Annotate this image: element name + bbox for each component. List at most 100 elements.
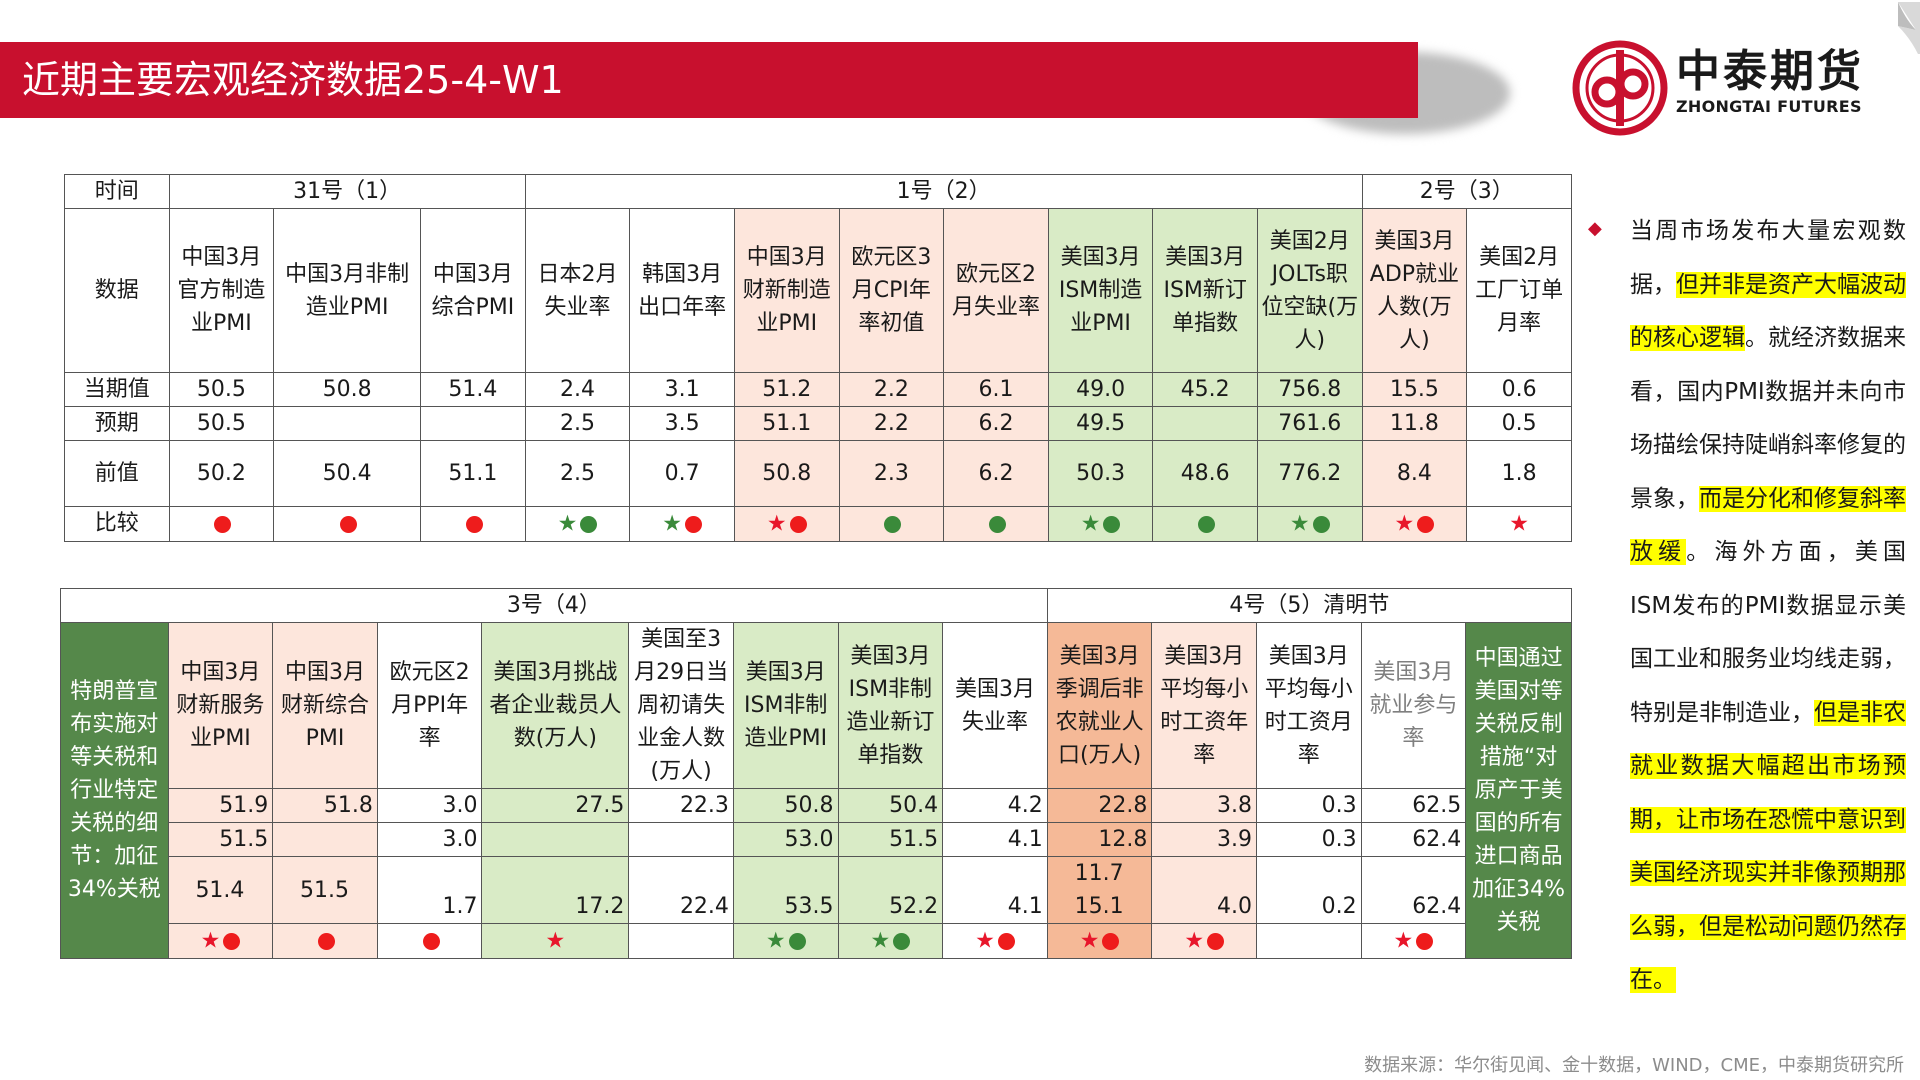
- red-star-icon: ★: [1509, 511, 1529, 537]
- current-value: 3.8: [1151, 788, 1257, 823]
- title-banner: [0, 42, 1418, 118]
- previous-value-row: 51.4 51.5 1.7 17.2 22.4 53.5 52.2 4.1 11…: [61, 856, 1572, 924]
- indicator-name: 美国3月ISM非制造业PMI: [732, 622, 839, 789]
- current-value: 49.0: [1047, 372, 1154, 407]
- indicator-name-row: 数据 中国3月官方制造业PMI 中国3月非制造业PMI 中国3月综合PMI 日本…: [64, 208, 1572, 373]
- previous-value: 62.4: [1360, 856, 1467, 924]
- commentary-part: 。就经济数据来看，国内PMI数据并未向市场描绘保持陡峭斜率修复的景象，: [1630, 325, 1906, 512]
- current-value: 6.1: [943, 372, 1049, 407]
- comparison-marker: [273, 506, 422, 542]
- red-dot-icon: [997, 932, 1015, 950]
- indicator-name: 中国3月财新服务业PMI: [167, 622, 274, 789]
- macro-data-table-2: 3号（4） 4号（5）清明节 特朗普宣布实施对等关税和行业特定关税的细节：加征3…: [60, 588, 1573, 959]
- previous-value-stack: 11.7 15.1: [1046, 856, 1153, 924]
- group-header: 31号（1）: [168, 174, 526, 209]
- indicator-name: 欧元区3月CPI年率初值: [838, 208, 945, 373]
- indicator-name: 韩国3月出口年率: [629, 208, 735, 373]
- red-dot-icon: [318, 932, 336, 950]
- red-dot-icon: [1207, 932, 1225, 950]
- comparison-marker: ★: [167, 923, 274, 959]
- previous-value: 1.8: [1466, 440, 1572, 507]
- expected-value: 53.0: [732, 822, 839, 857]
- comparison-marker: [168, 506, 275, 542]
- previous-value: 51.4: [167, 856, 274, 924]
- current-value: 0.3: [1256, 788, 1362, 823]
- comparison-marker: ★: [1361, 506, 1468, 542]
- current-value-row: 当期值 50.5 50.8 51.4 2.4 3.1 51.2 2.2 6.1 …: [64, 372, 1572, 407]
- previous-value: 15.1: [1074, 894, 1124, 919]
- expected-value-row: 51.5 3.0 53.0 51.5 4.1 12.8 3.9 0.3 62.4: [61, 822, 1572, 857]
- current-value: 51.2: [733, 372, 840, 407]
- group-header: 1号（2）: [524, 174, 1363, 209]
- green-dot-icon: [988, 515, 1006, 533]
- indicator-name: 美国3月平均每小时工资月率: [1256, 622, 1362, 789]
- row-label: 预期: [64, 406, 170, 441]
- indicator-name: 美国3月季调后非农就业人口(万人): [1046, 622, 1153, 789]
- previous-value-row: 前值 50.2 50.4 51.1 2.5 0.7 50.8 2.3 6.2 5…: [64, 440, 1572, 507]
- current-value: 22.8: [1046, 788, 1153, 823]
- comparison-row: 比较 ★ ★ ★ ★ ★ ★ ★: [64, 506, 1572, 542]
- group-header: 4号（5）清明节: [1046, 588, 1573, 623]
- expected-value: 51.1: [733, 406, 840, 441]
- china-countermeasure-note: 中国通过美国对等关税反制措施“对原产于美国的所有进口商品加征34%关税: [1465, 622, 1572, 959]
- red-star-icon: ★: [1394, 511, 1415, 537]
- current-value: 2.4: [524, 372, 631, 407]
- expected-value: [273, 406, 422, 441]
- current-value: 3.1: [629, 372, 735, 407]
- expected-value: 51.5: [167, 822, 274, 857]
- comparison-marker: [943, 506, 1049, 542]
- indicator-name: 中国3月财新综合PMI: [272, 622, 378, 789]
- expected-value: 6.2: [943, 406, 1049, 441]
- current-value: 4.2: [942, 788, 1048, 823]
- previous-value: 22.4: [628, 856, 734, 924]
- red-dot-icon: [789, 515, 807, 533]
- commentary-text: 当周市场发布大量宏观数据，但并非是资产大幅波动的核心逻辑。就经济数据来看，国内P…: [1630, 205, 1906, 1008]
- comparison-marker: [420, 506, 526, 542]
- previous-value: 50.3: [1047, 440, 1154, 507]
- expected-value: 50.5: [168, 406, 275, 441]
- comparison-marker: ★: [1256, 506, 1363, 542]
- indicator-name: 美国3月挑战者企业裁员人数(万人): [481, 622, 630, 789]
- row-label: 当期值: [64, 372, 170, 407]
- commentary-highlight: 但是非农就业数据大幅超出市场预期，让市场在恐慌中意识到美国经济现实并非像预期那么…: [1630, 699, 1906, 993]
- expected-value: 0.5: [1466, 406, 1572, 441]
- brand-name-cn: 中泰期货: [1676, 46, 1864, 97]
- current-value: 15.5: [1361, 372, 1468, 407]
- previous-value: 17.2: [481, 856, 630, 924]
- green-dot-icon: [1312, 515, 1330, 533]
- green-star-icon: ★: [662, 511, 682, 537]
- indicator-name: 美国3月ISM新订单指数: [1152, 208, 1258, 373]
- indicator-name: 美国3月ISM非制造业新订单指数: [837, 622, 944, 789]
- current-value: 3.0: [376, 788, 483, 823]
- previous-value: 1.7: [376, 856, 483, 924]
- current-value: 62.5: [1360, 788, 1467, 823]
- indicator-name: 中国3月非制造业PMI: [273, 208, 422, 373]
- current-value: 50.8: [732, 788, 839, 823]
- current-value: 27.5: [481, 788, 630, 823]
- green-dot-icon: [1103, 515, 1121, 533]
- comparison-marker: [838, 506, 945, 542]
- previous-value: 53.5: [732, 856, 839, 924]
- red-star-icon: ★: [1079, 928, 1100, 954]
- green-dot-icon: [788, 932, 806, 950]
- bullet-icon: ◆: [1588, 218, 1602, 239]
- brand-name-en: ZHONGTAI FUTURES: [1676, 97, 1862, 116]
- current-value: 50.4: [837, 788, 944, 823]
- expected-value: 0.3: [1256, 822, 1362, 857]
- red-dot-icon: [214, 515, 232, 533]
- expected-value-row: 预期 50.5 2.5 3.5 51.1 2.2 6.2 49.5 761.6 …: [64, 406, 1572, 441]
- comparison-marker: [376, 923, 483, 959]
- expected-value: 2.5: [524, 406, 631, 441]
- current-value: 51.8: [272, 788, 378, 823]
- previous-value: 50.2: [168, 440, 275, 507]
- red-star-icon: ★: [975, 928, 995, 954]
- indicator-name: 中国3月财新制造业PMI: [733, 208, 840, 373]
- expected-value: [628, 822, 734, 857]
- previous-value: 776.2: [1256, 440, 1363, 507]
- expected-value: [420, 406, 526, 441]
- comparison-marker: ★: [1360, 923, 1467, 959]
- indicator-name: 美国至3月29日当周初请失业金人数(万人): [628, 622, 734, 789]
- expected-value: [1152, 406, 1258, 441]
- indicator-name: 日本2月失业率: [524, 208, 631, 373]
- current-value-row: 51.9 51.8 3.0 27.5 22.3 50.8 50.4 4.2 22…: [61, 788, 1572, 823]
